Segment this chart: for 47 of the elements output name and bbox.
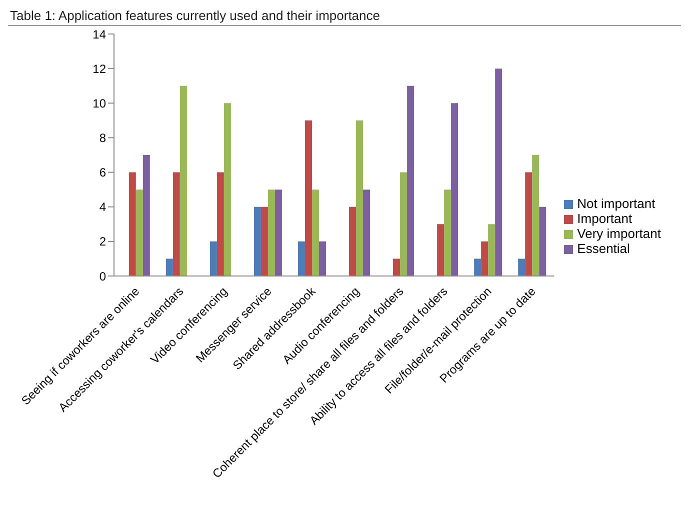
bar — [437, 224, 444, 276]
bar — [304, 120, 312, 276]
y-tick-label: 10 — [92, 96, 106, 110]
bar — [166, 258, 173, 276]
legend-label: Essential — [577, 241, 630, 256]
bar — [532, 155, 540, 276]
bar — [518, 258, 526, 276]
bar — [312, 190, 319, 276]
bar — [539, 206, 546, 276]
bar — [488, 224, 496, 276]
bar — [268, 190, 275, 276]
bar — [525, 172, 532, 276]
bar — [481, 241, 488, 276]
bar — [224, 103, 231, 276]
legend-label: Very important — [577, 226, 661, 241]
y-tick-label: 0 — [99, 269, 106, 284]
legend-label: Not important — [577, 196, 656, 211]
y-tick-label: 8 — [99, 130, 106, 145]
bar — [136, 190, 143, 276]
bar — [363, 190, 370, 276]
bar — [128, 172, 136, 276]
bar — [356, 120, 364, 276]
y-tick-label: 2 — [99, 234, 106, 249]
bar — [254, 206, 261, 276]
y-tick-label: 14 — [92, 27, 106, 42]
y-tick-label: 6 — [99, 166, 106, 180]
bar — [210, 241, 217, 276]
bar — [400, 172, 408, 276]
bar — [318, 241, 326, 276]
bar — [298, 241, 305, 276]
bar — [274, 190, 282, 276]
legend-label: Important — [577, 211, 632, 226]
y-tick-label: 12 — [92, 62, 106, 76]
bar — [142, 155, 150, 276]
bar — [180, 86, 187, 276]
y-tick-label: 4 — [99, 200, 106, 214]
bar — [216, 172, 224, 276]
bar — [393, 258, 400, 276]
bar — [349, 206, 356, 276]
bar — [495, 68, 502, 276]
bar — [444, 190, 452, 276]
bar — [260, 206, 268, 276]
bar — [451, 103, 458, 276]
bar — [172, 172, 180, 276]
bar — [474, 258, 482, 276]
bar — [407, 86, 414, 276]
chart-title: Table 1: Application features currently used and their importance — [9, 8, 381, 25]
